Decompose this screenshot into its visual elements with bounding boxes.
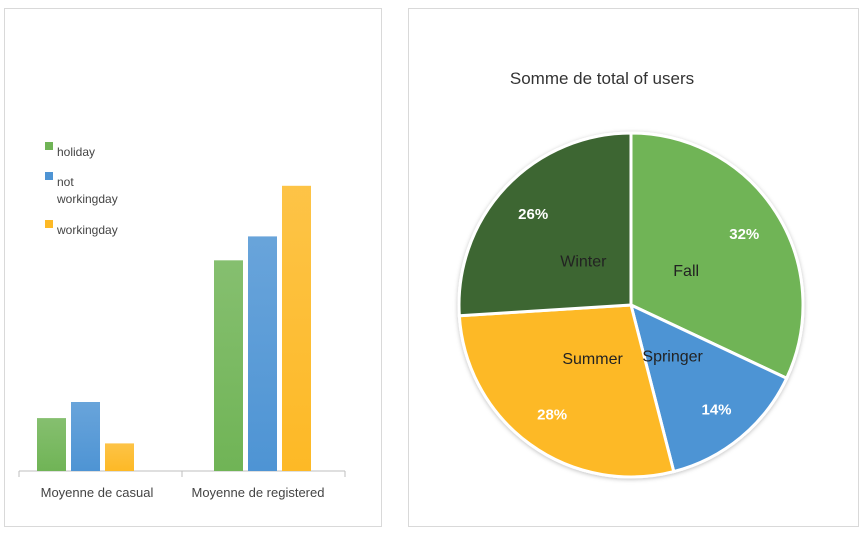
legend-label-holiday: holiday — [57, 145, 95, 159]
bar-not-workingday-moyenne-de-registered — [248, 236, 277, 471]
pie-slice-springer — [628, 302, 789, 474]
legend-swatch-not-workingday — [45, 172, 53, 180]
bar-workingday-moyenne-de-casual — [105, 443, 134, 471]
bar-workingday-moyenne-de-registered — [282, 185, 311, 472]
bar-chart-panel: Moyenne de casual Moyenne de registered ho… — [4, 8, 382, 527]
pie-chart-title: Somme de total of users — [510, 69, 694, 88]
pie-percent-summer: 28% — [537, 407, 567, 424]
pie-label-winter: Winter — [560, 253, 607, 270]
pie-percent-winter: 26% — [518, 206, 548, 223]
pie-percent-fall: 32% — [729, 226, 759, 243]
legend-label-not-workingday: not workingday — [56, 175, 118, 206]
x-tick-label: Moyenne de casual — [41, 485, 154, 500]
pie-label-springer: Springer — [642, 348, 703, 365]
legend-swatch-workingday — [45, 220, 53, 228]
pie-chart: Somme de total of users Fall 32% Springer 1… — [457, 69, 805, 479]
pie-percent-springer: 14% — [702, 401, 732, 418]
pie-slice-fall — [629, 131, 805, 381]
pie-slice-winter — [457, 131, 633, 318]
bar-chart: Moyenne de casual Moyenne de registered ho… — [18, 142, 346, 500]
pie-chart-panel: Somme de total of users Fall 32% Springer 1… — [408, 8, 859, 527]
x-tick-label: Moyenne de registered — [192, 485, 325, 500]
bar-holiday-moyenne-de-casual — [37, 418, 66, 471]
bar-holiday-moyenne-de-registered — [214, 260, 243, 471]
legend-swatch-holiday — [45, 142, 53, 150]
legend-label-workingday: workingday — [56, 223, 118, 237]
bar-not-workingday-moyenne-de-casual — [71, 402, 100, 471]
pie-label-summer: Summer — [562, 351, 623, 368]
pie-label-fall: Fall — [673, 263, 699, 280]
pie-slice-summer — [457, 303, 676, 479]
